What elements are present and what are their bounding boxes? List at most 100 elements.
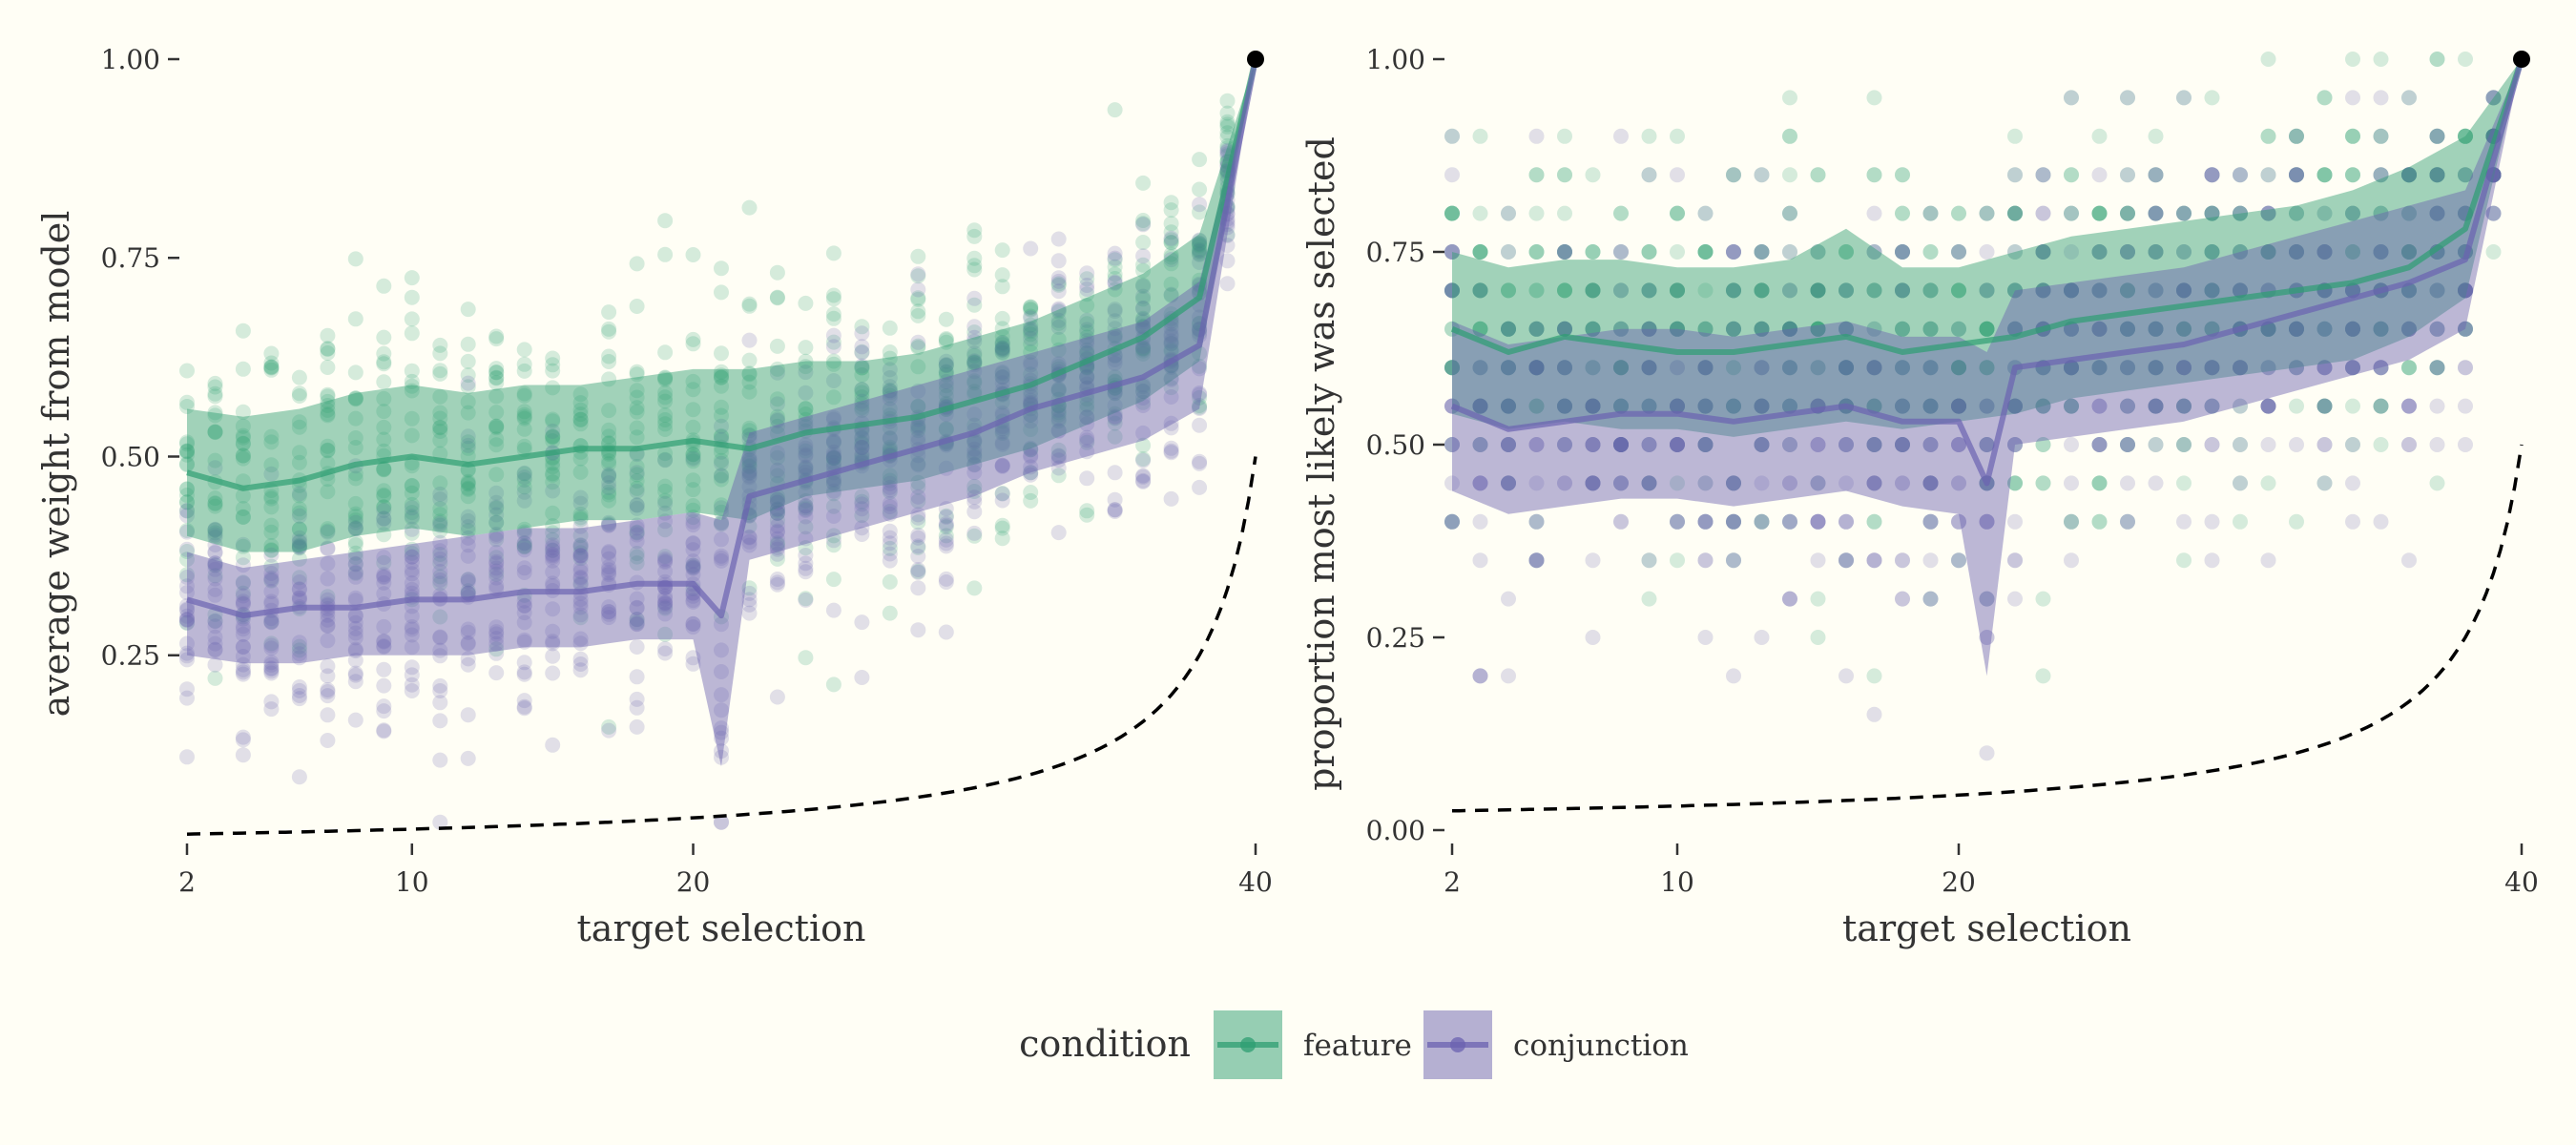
data-point-conjunction bbox=[432, 642, 448, 658]
data-point-feature bbox=[741, 427, 758, 443]
data-point-feature bbox=[404, 505, 420, 521]
data-point-feature bbox=[179, 456, 195, 472]
data-point-feature bbox=[657, 370, 674, 386]
data-point-conjunction bbox=[347, 569, 364, 585]
data-point-conjunction bbox=[263, 570, 280, 586]
data-point-conjunction bbox=[460, 656, 476, 673]
y-tick-label: 1.00 bbox=[101, 44, 160, 75]
data-point-feature bbox=[769, 551, 785, 567]
data-point-conjunction bbox=[966, 319, 983, 335]
data-point-conjunction bbox=[1023, 448, 1039, 464]
data-point-conjunction bbox=[910, 622, 926, 638]
data-point-feature bbox=[263, 517, 280, 533]
data-point-feature bbox=[910, 248, 926, 264]
data-point-conjunction bbox=[376, 510, 392, 527]
data-point-conjunction bbox=[601, 551, 617, 567]
data-point-conjunction bbox=[207, 614, 223, 630]
data-point-feature bbox=[601, 354, 617, 369]
data-point-conjunction bbox=[572, 560, 589, 576]
data-point-feature bbox=[235, 510, 251, 525]
data-point-feature bbox=[488, 500, 505, 516]
data-point-conjunction bbox=[235, 729, 251, 745]
data-point-conjunction bbox=[2316, 475, 2333, 491]
data-point-conjunction bbox=[432, 486, 448, 502]
data-point-feature bbox=[291, 551, 307, 567]
data-point-feature bbox=[376, 488, 392, 504]
data-point-feature bbox=[516, 342, 532, 358]
data-point-feature bbox=[2176, 552, 2192, 569]
data-point-feature bbox=[572, 464, 589, 480]
data-point-conjunction bbox=[741, 463, 758, 479]
data-point-conjunction bbox=[741, 596, 758, 613]
data-point-feature bbox=[1135, 340, 1152, 356]
data-point-conjunction bbox=[966, 493, 983, 510]
data-point-feature bbox=[1079, 342, 1095, 358]
data-point-feature bbox=[545, 428, 561, 445]
data-point-conjunction bbox=[938, 353, 954, 369]
data-point-conjunction bbox=[938, 357, 954, 373]
data-point-conjunction bbox=[2429, 360, 2445, 376]
data-point-feature bbox=[376, 419, 392, 435]
data-point-conjunction bbox=[1670, 513, 1685, 530]
data-point-feature bbox=[2148, 128, 2164, 144]
data-point-conjunction bbox=[1585, 552, 1601, 569]
data-point-conjunction bbox=[966, 525, 983, 541]
data-point-conjunction bbox=[882, 499, 898, 514]
data-point-conjunction bbox=[320, 668, 336, 684]
data-point-feature bbox=[320, 341, 336, 357]
data-point-feature bbox=[1135, 451, 1152, 467]
data-point-conjunction bbox=[714, 418, 729, 434]
data-point-conjunction bbox=[460, 509, 476, 525]
data-point-feature bbox=[291, 521, 307, 537]
data-point-feature bbox=[798, 295, 814, 311]
data-point-feature bbox=[291, 538, 307, 554]
data-point-feature bbox=[572, 406, 589, 423]
data-point-feature bbox=[1135, 216, 1152, 232]
data-point-feature bbox=[320, 406, 336, 422]
data-point-feature bbox=[460, 481, 476, 497]
data-point-feature bbox=[1079, 507, 1095, 523]
data-point-feature bbox=[516, 410, 532, 427]
data-point-feature bbox=[488, 531, 505, 548]
data-point-feature bbox=[854, 360, 870, 376]
data-point-conjunction bbox=[320, 733, 336, 748]
data-point-conjunction bbox=[966, 445, 983, 461]
data-point-feature bbox=[291, 414, 307, 430]
data-point-conjunction bbox=[966, 406, 983, 423]
data-point-conjunction bbox=[291, 590, 307, 606]
data-point-feature bbox=[825, 287, 841, 303]
data-point-conjunction bbox=[235, 588, 251, 604]
data-point-feature bbox=[1023, 492, 1039, 509]
data-point-feature bbox=[545, 466, 561, 482]
data-point-feature bbox=[179, 488, 195, 503]
data-point-conjunction bbox=[376, 574, 392, 591]
data-point-conjunction bbox=[2120, 205, 2135, 221]
data-point-feature bbox=[432, 424, 448, 439]
data-point-feature bbox=[741, 366, 758, 383]
data-point-conjunction bbox=[798, 385, 814, 401]
data-point-feature bbox=[1050, 383, 1067, 399]
data-point-conjunction bbox=[516, 526, 532, 542]
data-point-feature bbox=[291, 537, 307, 553]
data-point-feature bbox=[685, 336, 701, 352]
data-point-feature bbox=[404, 477, 420, 493]
data-point-conjunction bbox=[235, 639, 251, 656]
data-point-feature bbox=[685, 447, 701, 462]
data-point-feature bbox=[1192, 237, 1208, 253]
data-point-conjunction bbox=[1079, 281, 1095, 297]
data-point-feature bbox=[516, 438, 532, 454]
legend-title: condition bbox=[1019, 1023, 1191, 1065]
data-point-conjunction bbox=[1613, 244, 1629, 260]
data-point-conjunction bbox=[1219, 276, 1236, 292]
data-point-feature bbox=[741, 374, 758, 390]
data-point-feature bbox=[657, 369, 674, 385]
data-point-conjunction bbox=[207, 641, 223, 657]
data-point-conjunction bbox=[798, 440, 814, 456]
data-point-conjunction bbox=[601, 604, 617, 619]
data-point-conjunction bbox=[714, 642, 729, 658]
data-point-conjunction bbox=[966, 353, 983, 369]
data-point-feature bbox=[376, 462, 392, 477]
data-point-conjunction bbox=[516, 492, 532, 509]
data-point-conjunction bbox=[376, 515, 392, 531]
data-point-conjunction bbox=[1782, 513, 1797, 530]
